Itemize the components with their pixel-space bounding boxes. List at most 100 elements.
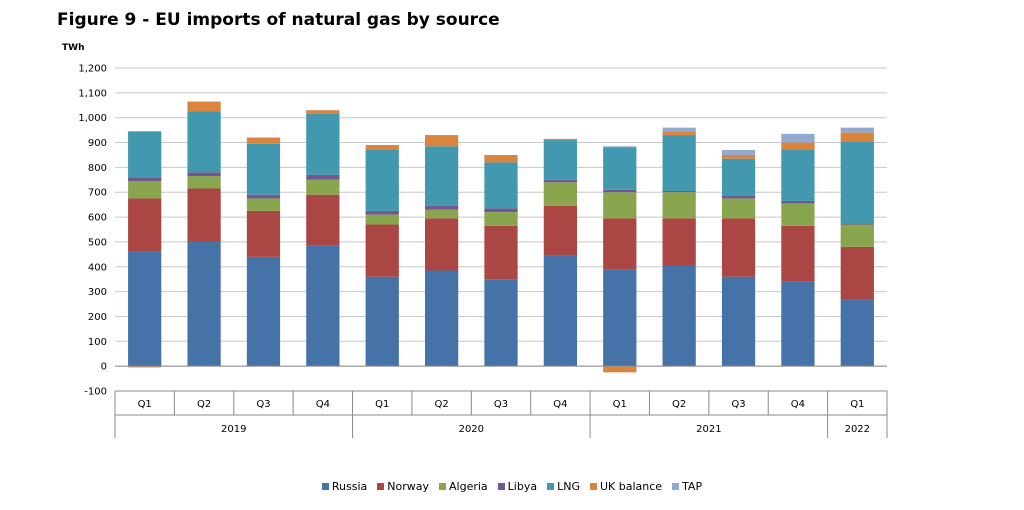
bar-uk-balance-10 xyxy=(662,131,696,136)
legend-swatch xyxy=(439,483,447,490)
bar-libya-8 xyxy=(543,179,578,183)
bar-uk-balance-6 xyxy=(424,135,459,147)
bar-lng-5 xyxy=(365,149,399,211)
bar-algeria-4 xyxy=(306,179,340,195)
bar-norway-2 xyxy=(187,188,221,242)
bar-russia-4 xyxy=(306,245,340,367)
bar-libya-7 xyxy=(484,208,518,213)
legend-swatch xyxy=(377,483,385,490)
bar-lng-2 xyxy=(187,111,221,173)
bar-tap-12 xyxy=(781,133,815,143)
bar-libya-1 xyxy=(128,177,162,182)
bar-libya-5 xyxy=(365,210,399,215)
legend-item-norway: Norway xyxy=(377,480,429,493)
bar-russia-13 xyxy=(840,299,874,367)
bar-russia-8 xyxy=(543,255,578,367)
x-group-label: 2021 xyxy=(696,424,721,435)
bar-lng-12 xyxy=(781,149,815,201)
legend-label: Libya xyxy=(507,480,538,493)
y-tick-label: 100 xyxy=(88,337,107,348)
legend-item-tap: TAP xyxy=(672,480,702,493)
x-group-label: 2020 xyxy=(459,424,484,435)
bar-norway-6 xyxy=(424,218,459,271)
bar-algeria-6 xyxy=(424,209,459,219)
bar-russia-3 xyxy=(246,256,281,367)
legend-swatch xyxy=(672,483,680,490)
legend-swatch xyxy=(589,483,597,490)
x-tick-label: Q2 xyxy=(672,399,686,410)
bar-libya-12 xyxy=(781,200,815,204)
legend-label: TAP xyxy=(682,480,703,493)
x-tick-label: Q1 xyxy=(138,399,152,410)
bar-uk-balance-3 xyxy=(246,137,281,144)
bar-norway-5 xyxy=(365,224,399,277)
y-tick-label: 500 xyxy=(88,237,107,248)
bar-algeria-8 xyxy=(543,182,578,206)
bar-uk-balance-13 xyxy=(840,132,874,142)
bar-algeria-11 xyxy=(721,198,756,219)
bar-russia-1 xyxy=(128,251,162,367)
bar-norway-4 xyxy=(306,194,340,246)
bar-uk-balance-5 xyxy=(365,145,399,150)
bar-uk-balance-7 xyxy=(484,154,518,163)
bar-libya-4 xyxy=(306,174,340,180)
bar-lng-6 xyxy=(424,146,459,206)
bar-algeria-12 xyxy=(781,203,815,226)
bar-uk-balance-1 xyxy=(128,366,162,368)
legend-item-libya: Libya xyxy=(497,480,538,493)
bar-russia-6 xyxy=(424,270,459,367)
y-axis-unit-label: TWh xyxy=(62,43,85,53)
bar-uk-balance-12 xyxy=(781,142,815,150)
bar-norway-13 xyxy=(840,246,874,300)
y-tick-label: 600 xyxy=(88,213,107,224)
bar-lng-7 xyxy=(484,162,518,209)
legend-item-algeria: Algeria xyxy=(439,480,488,493)
x-tick-label: Q3 xyxy=(731,399,745,410)
bar-algeria-3 xyxy=(246,198,281,211)
bar-norway-1 xyxy=(128,198,162,252)
x-tick-label: Q1 xyxy=(613,399,627,410)
y-tick-label: 1,200 xyxy=(78,64,107,75)
x-tick-label: Q2 xyxy=(434,399,448,410)
x-group-label: 2022 xyxy=(845,424,870,435)
bar-algeria-9 xyxy=(603,192,637,219)
bar-algeria-7 xyxy=(484,212,518,226)
y-tick-label: 800 xyxy=(88,163,107,174)
bar-norway-11 xyxy=(721,218,756,277)
legend-swatch xyxy=(497,483,505,490)
x-tick-label: Q4 xyxy=(553,399,567,410)
legend-label: Norway xyxy=(387,480,430,493)
x-tick-label: Q3 xyxy=(256,399,270,410)
bar-libya-13 xyxy=(840,223,874,225)
x-tick-label: Q3 xyxy=(494,399,508,410)
bar-lng-8 xyxy=(543,140,578,180)
bar-lng-13 xyxy=(840,141,874,224)
legend-swatch xyxy=(547,483,555,490)
legend-item-russia: Russia xyxy=(321,480,368,493)
bar-libya-11 xyxy=(721,195,756,199)
bar-libya-3 xyxy=(246,194,281,199)
legend-label: Russia xyxy=(331,480,368,493)
bar-norway-3 xyxy=(246,210,281,257)
bar-uk-balance-2 xyxy=(187,101,221,112)
bar-algeria-2 xyxy=(187,176,221,189)
bar-russia-12 xyxy=(781,281,815,367)
bar-lng-3 xyxy=(246,143,281,195)
bar-russia-9 xyxy=(603,269,637,367)
x-tick-label: Q2 xyxy=(197,399,211,410)
y-tick-label: 700 xyxy=(88,188,107,199)
y-tick-label: 300 xyxy=(88,287,107,298)
bar-uk-balance-4 xyxy=(306,110,340,114)
bar-norway-10 xyxy=(662,218,696,266)
y-tick-label: 1,100 xyxy=(78,88,107,99)
x-group-label: 2019 xyxy=(221,424,246,435)
bar-russia-7 xyxy=(484,279,518,367)
bar-tap-9 xyxy=(603,146,637,148)
x-tick-label: Q1 xyxy=(850,399,864,410)
legend-label: UK balance xyxy=(599,480,663,493)
x-tick-label: Q4 xyxy=(316,399,330,410)
bar-libya-9 xyxy=(603,189,637,193)
bar-uk-balance-9 xyxy=(603,366,637,373)
legend-label: Algeria xyxy=(449,480,488,493)
